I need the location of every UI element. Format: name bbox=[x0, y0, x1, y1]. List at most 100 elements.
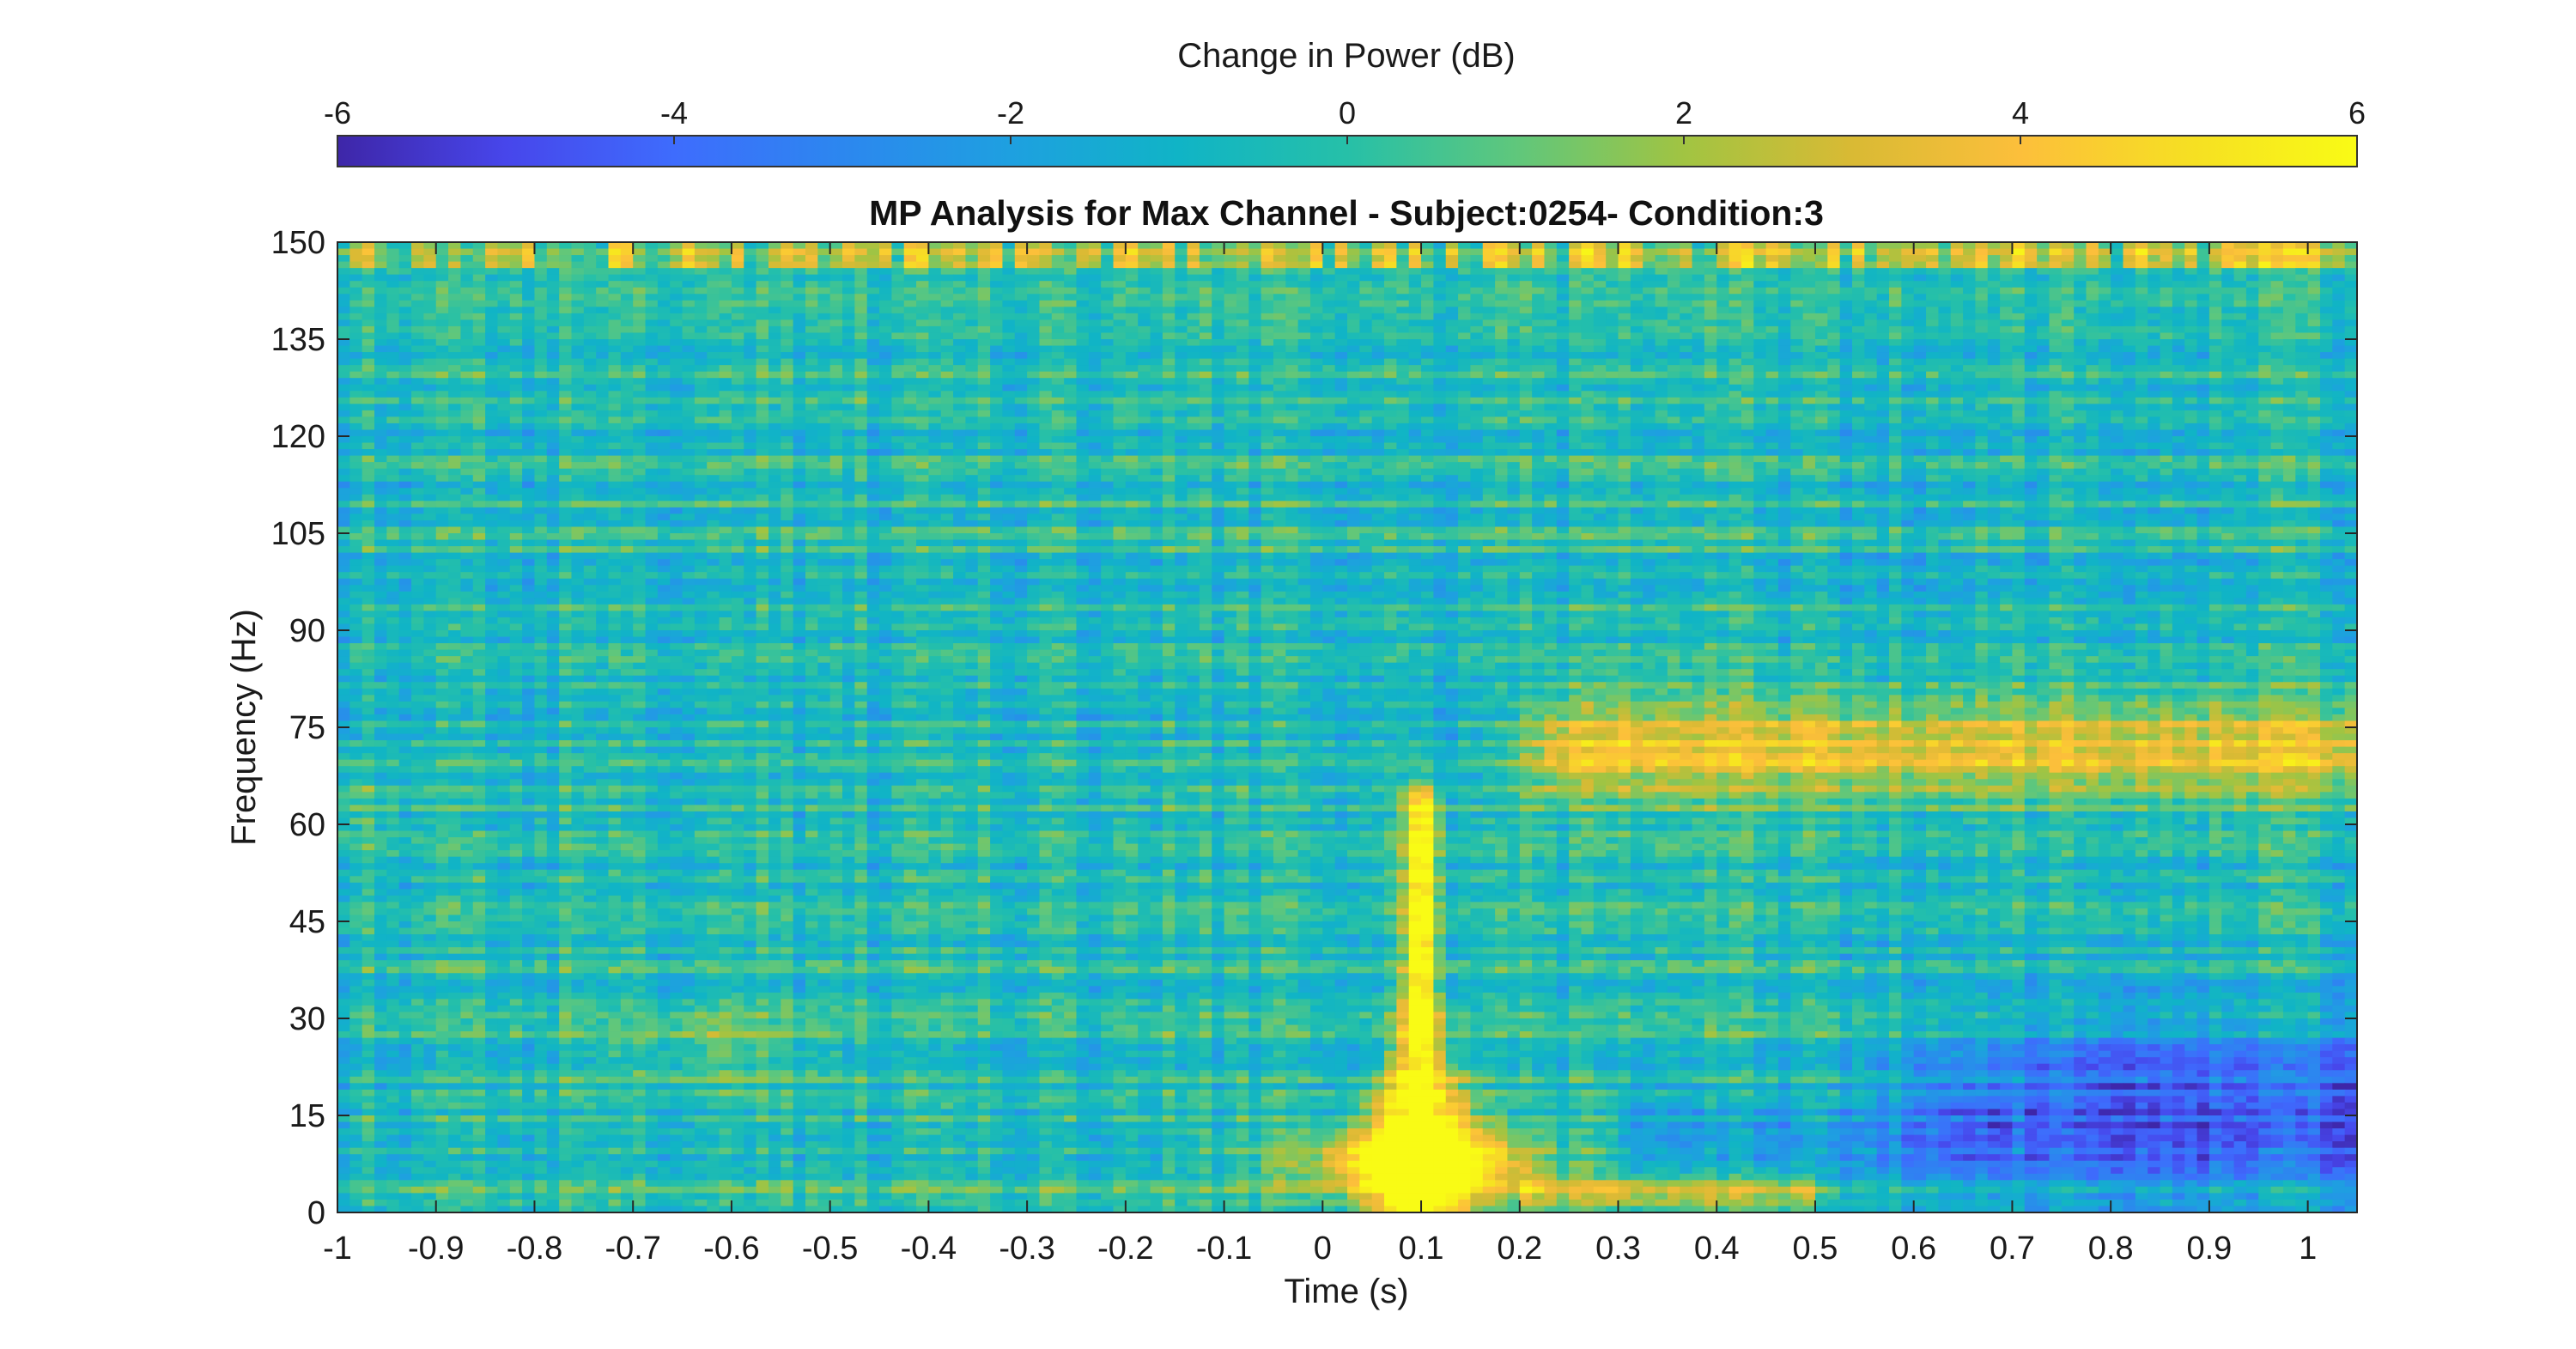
heatmap-cell bbox=[596, 378, 609, 385]
heatmap-cell bbox=[1532, 385, 1545, 392]
heatmap-cell bbox=[965, 404, 978, 410]
heatmap-cell bbox=[830, 332, 843, 339]
heatmap-cell bbox=[1840, 319, 1853, 326]
heatmap-cell bbox=[2197, 416, 2210, 423]
heatmap-cell bbox=[1704, 249, 1717, 256]
heatmap-cell bbox=[1827, 429, 1840, 436]
heatmap-cell bbox=[1101, 372, 1114, 379]
heatmap-cell bbox=[1988, 352, 2001, 359]
heatmap-cell bbox=[1495, 423, 1508, 430]
heatmap-cell bbox=[2012, 275, 2025, 282]
heatmap-cell bbox=[1114, 326, 1127, 333]
heatmap-cell bbox=[2000, 410, 2013, 417]
heatmap-cell bbox=[1532, 398, 1545, 404]
heatmap-cell bbox=[399, 294, 412, 301]
heatmap-cell bbox=[842, 281, 855, 288]
heatmap-cell bbox=[1840, 359, 1853, 366]
heatmap-cell bbox=[769, 410, 781, 417]
heatmap-cell bbox=[1877, 307, 1890, 313]
heatmap-cell bbox=[1175, 423, 1188, 430]
heatmap-cell bbox=[1285, 332, 1298, 339]
heatmap-cell bbox=[1273, 339, 1286, 346]
heatmap-cell bbox=[867, 255, 880, 262]
heatmap-cell bbox=[2320, 404, 2333, 410]
heatmap-cell bbox=[584, 378, 597, 385]
heatmap-cell bbox=[965, 255, 978, 262]
heatmap-cell bbox=[2283, 249, 2296, 256]
heatmap-cell bbox=[1298, 332, 1311, 339]
heatmap-cell bbox=[1581, 242, 1594, 249]
heatmap-cell bbox=[1064, 385, 1077, 392]
heatmap-cell bbox=[349, 326, 362, 333]
heatmap-cell bbox=[904, 391, 917, 398]
heatmap-cell bbox=[2221, 404, 2234, 410]
heatmap-cell bbox=[1507, 429, 1520, 436]
heatmap-cell bbox=[633, 359, 646, 366]
heatmap-cell bbox=[1384, 275, 1397, 282]
heatmap-cell bbox=[732, 423, 744, 430]
heatmap-cell bbox=[1889, 313, 1902, 320]
heatmap-cell bbox=[596, 326, 609, 333]
heatmap-cell bbox=[2172, 268, 2185, 275]
heatmap-cell bbox=[2258, 294, 2271, 301]
heatmap-cell bbox=[633, 307, 646, 313]
heatmap-cell bbox=[1322, 281, 1335, 288]
heatmap-cell bbox=[1656, 319, 1668, 326]
heatmap-cell bbox=[2197, 372, 2210, 379]
heatmap-cell bbox=[1064, 249, 1077, 256]
heatmap-cell bbox=[2258, 242, 2271, 249]
heatmap-cell bbox=[460, 332, 473, 339]
heatmap-cell bbox=[2246, 423, 2259, 430]
heatmap-cell bbox=[1114, 372, 1127, 379]
heatmap-cell bbox=[1692, 365, 1705, 372]
heatmap-cell bbox=[1988, 339, 2001, 346]
heatmap-cell bbox=[941, 281, 954, 288]
heatmap-cell bbox=[399, 249, 412, 256]
heatmap-cell bbox=[337, 391, 350, 398]
heatmap-cell bbox=[2074, 391, 2087, 398]
heatmap-cell bbox=[1963, 326, 1976, 333]
heatmap-cell bbox=[2123, 410, 2136, 417]
heatmap-cell bbox=[756, 404, 769, 410]
heatmap-cell bbox=[2037, 378, 2050, 385]
heatmap-cell bbox=[2184, 262, 2197, 269]
heatmap-cell bbox=[1827, 262, 1840, 269]
heatmap-cell bbox=[497, 372, 510, 379]
heatmap-cell bbox=[1877, 429, 1890, 436]
heatmap-cell bbox=[349, 378, 362, 385]
heatmap-cell bbox=[436, 391, 449, 398]
heatmap-cell bbox=[1790, 429, 1803, 436]
heatmap-cell bbox=[609, 249, 622, 256]
heatmap-cell bbox=[1668, 288, 1680, 295]
heatmap-cell bbox=[720, 385, 732, 392]
heatmap-cell bbox=[1495, 359, 1508, 366]
heatmap-cell bbox=[1840, 372, 1853, 379]
heatmap-cell bbox=[1372, 346, 1385, 353]
heatmap-cell bbox=[436, 352, 449, 359]
heatmap-cell bbox=[769, 301, 781, 307]
heatmap-cell bbox=[1064, 301, 1077, 307]
heatmap-cell bbox=[374, 391, 387, 398]
heatmap-cell bbox=[1643, 404, 1656, 410]
heatmap-cell bbox=[2209, 288, 2222, 295]
heatmap-cell bbox=[793, 365, 806, 372]
heatmap-cell bbox=[1753, 242, 1766, 249]
heatmap-cell bbox=[1039, 319, 1052, 326]
heatmap-cell bbox=[1335, 416, 1348, 423]
heatmap-cell bbox=[1753, 359, 1766, 366]
heatmap-cell bbox=[1680, 255, 1692, 262]
heatmap-cell bbox=[1175, 332, 1188, 339]
heatmap-cell bbox=[904, 346, 917, 353]
heatmap-cell bbox=[473, 326, 486, 333]
heatmap-cell bbox=[2258, 391, 2271, 398]
heatmap-cell bbox=[2345, 326, 2358, 333]
heatmap-cell bbox=[2111, 398, 2123, 404]
heatmap-cell bbox=[1433, 288, 1446, 295]
heatmap-cell bbox=[2221, 301, 2234, 307]
heatmap-cell bbox=[1951, 429, 1964, 436]
heatmap-cell bbox=[1421, 313, 1434, 320]
heatmap-cell bbox=[720, 365, 732, 372]
heatmap-cell bbox=[732, 404, 744, 410]
heatmap-cell bbox=[793, 339, 806, 346]
heatmap-cell bbox=[522, 423, 535, 430]
